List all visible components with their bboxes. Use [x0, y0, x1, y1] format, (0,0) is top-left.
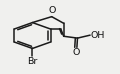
Text: O: O — [73, 48, 80, 57]
Text: O: O — [48, 6, 55, 15]
Text: Br: Br — [27, 57, 38, 66]
Text: OH: OH — [91, 31, 105, 40]
